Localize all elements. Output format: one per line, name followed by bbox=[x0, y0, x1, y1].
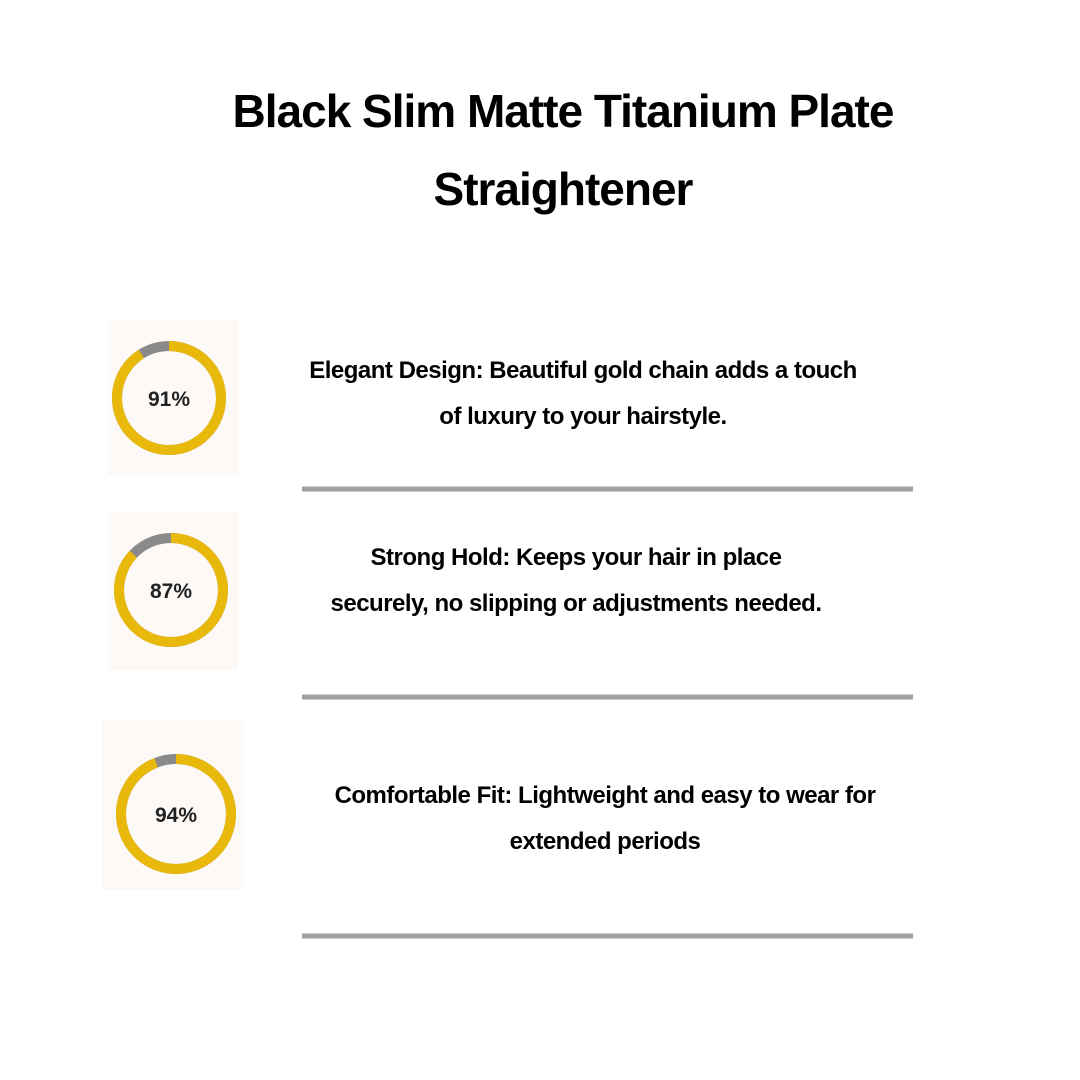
feature-text: Comfortable Fit: Lightweight and easy to… bbox=[334, 782, 876, 855]
gauge-label: 94% bbox=[155, 804, 197, 827]
gauge-label: 87% bbox=[150, 580, 192, 603]
feature-text: Strong Hold: Keeps your hair in place se… bbox=[330, 544, 823, 617]
gauge-arc bbox=[116, 754, 236, 874]
gauge-arc bbox=[112, 341, 226, 455]
gauge-arc bbox=[114, 533, 228, 647]
feature-text: Elegant Design: Beautiful gold chain add… bbox=[309, 357, 857, 430]
gauge-label: 91% bbox=[148, 388, 190, 411]
title: Black Slim Matte Titanium Plate Straight… bbox=[232, 85, 895, 215]
